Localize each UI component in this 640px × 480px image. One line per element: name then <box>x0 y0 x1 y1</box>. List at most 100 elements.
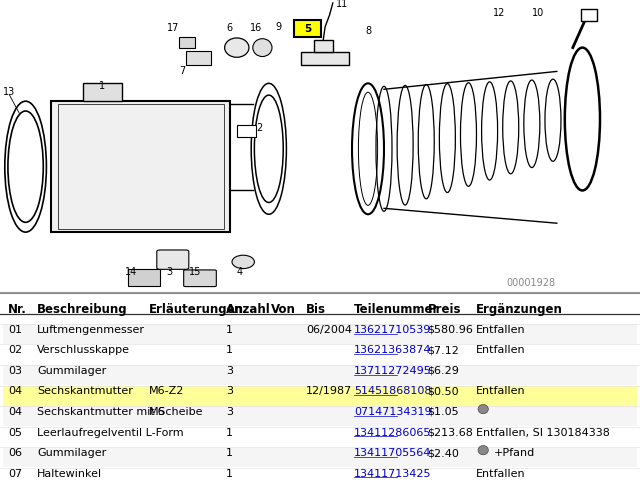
Text: 13411713425: 13411713425 <box>354 468 431 479</box>
Text: Haltewinkel: Haltewinkel <box>37 468 102 479</box>
Text: Gummilager: Gummilager <box>37 448 106 458</box>
Text: Preis: Preis <box>428 303 461 316</box>
Text: Beschreibung: Beschreibung <box>37 303 128 316</box>
Text: Entfallen: Entfallen <box>476 325 525 335</box>
Text: Erläuterungen: Erläuterungen <box>149 303 244 316</box>
Text: 1: 1 <box>226 468 233 479</box>
Ellipse shape <box>478 445 488 455</box>
Bar <box>3 304 637 324</box>
Text: 13411286065: 13411286065 <box>354 428 431 437</box>
Text: M6: M6 <box>149 407 166 417</box>
Text: 1: 1 <box>99 81 106 91</box>
Text: Bis: Bis <box>306 303 326 316</box>
Text: 3: 3 <box>226 366 233 376</box>
Bar <box>179 37 195 48</box>
Text: 00001928: 00001928 <box>507 278 556 288</box>
Text: Anzahl: Anzahl <box>226 303 271 316</box>
Text: 1: 1 <box>226 345 233 355</box>
Text: 01: 01 <box>8 325 22 335</box>
Text: 13711272495: 13711272495 <box>354 366 431 376</box>
Text: 4: 4 <box>237 267 243 277</box>
Text: 06/2004: 06/2004 <box>306 325 352 335</box>
Text: Teilenummer: Teilenummer <box>354 303 439 316</box>
Bar <box>186 50 211 65</box>
Text: 05: 05 <box>8 428 22 437</box>
Text: 6: 6 <box>226 23 232 33</box>
Text: 12: 12 <box>493 8 506 18</box>
FancyBboxPatch shape <box>184 270 216 287</box>
Text: Entfallen: Entfallen <box>476 386 525 396</box>
Ellipse shape <box>225 38 249 57</box>
Text: Entfallen: Entfallen <box>476 345 525 355</box>
Text: 7: 7 <box>179 66 186 76</box>
Text: 1: 1 <box>226 448 233 458</box>
Bar <box>58 104 224 229</box>
Text: 51451868108: 51451868108 <box>354 386 431 396</box>
Text: 03: 03 <box>8 366 22 376</box>
Text: 13621710539: 13621710539 <box>354 325 431 335</box>
Bar <box>3 365 637 385</box>
Text: 13621363874: 13621363874 <box>354 345 431 355</box>
Text: 8: 8 <box>365 26 371 36</box>
Text: +Pfand: +Pfand <box>493 448 534 458</box>
Text: $2.40: $2.40 <box>428 448 460 458</box>
Text: 2: 2 <box>256 123 262 133</box>
Text: 07147134319: 07147134319 <box>354 407 431 417</box>
Text: Leerlaufregelventil L-Form: Leerlaufregelventil L-Form <box>37 428 184 437</box>
Text: 9: 9 <box>275 22 282 32</box>
Text: Entfallen: Entfallen <box>476 468 525 479</box>
Text: 13: 13 <box>3 87 15 97</box>
Text: Gummilager: Gummilager <box>37 366 106 376</box>
Text: $0.50: $0.50 <box>428 386 459 396</box>
Text: 17: 17 <box>166 23 179 33</box>
Text: 06: 06 <box>8 448 22 458</box>
Bar <box>3 447 637 468</box>
Text: 04: 04 <box>8 407 22 417</box>
Bar <box>3 345 637 365</box>
Text: 1: 1 <box>226 428 233 437</box>
Bar <box>314 40 333 52</box>
Bar <box>3 386 637 406</box>
Text: 04: 04 <box>8 386 22 396</box>
Bar <box>301 52 349 65</box>
Text: 15: 15 <box>189 267 202 277</box>
Text: Sechskantmutter: Sechskantmutter <box>37 386 133 396</box>
Text: M6-Z2: M6-Z2 <box>149 386 184 396</box>
Text: 16: 16 <box>250 23 262 33</box>
Ellipse shape <box>478 405 488 414</box>
Text: 07: 07 <box>8 468 22 479</box>
Text: $6.29: $6.29 <box>428 366 460 376</box>
Bar <box>581 9 597 21</box>
Text: Von: Von <box>271 303 296 316</box>
Text: $213.68: $213.68 <box>428 428 474 437</box>
Text: Entfallen, SI 130184338: Entfallen, SI 130184338 <box>476 428 609 437</box>
Ellipse shape <box>253 39 272 57</box>
Text: Ergänzungen: Ergänzungen <box>476 303 563 316</box>
Text: 5: 5 <box>304 24 312 34</box>
Text: $580.96: $580.96 <box>428 325 474 335</box>
Text: 3: 3 <box>166 267 173 277</box>
Bar <box>128 269 160 286</box>
Bar <box>3 407 637 426</box>
Text: Luftmengenmesser: Luftmengenmesser <box>37 325 145 335</box>
Text: Verschlusskappe: Verschlusskappe <box>37 345 130 355</box>
Bar <box>3 324 637 344</box>
Text: 10: 10 <box>531 8 544 18</box>
Text: 14: 14 <box>125 267 138 277</box>
FancyBboxPatch shape <box>294 20 321 37</box>
Bar <box>237 125 256 137</box>
Text: Nr.: Nr. <box>8 303 27 316</box>
Bar <box>51 101 230 232</box>
Text: 3: 3 <box>226 386 233 396</box>
Bar <box>3 427 637 447</box>
Text: Sechskantmutter mit Scheibe: Sechskantmutter mit Scheibe <box>37 407 203 417</box>
Ellipse shape <box>232 255 254 269</box>
Text: 12/1987: 12/1987 <box>306 386 352 396</box>
FancyBboxPatch shape <box>157 250 189 269</box>
Text: $1.05: $1.05 <box>428 407 459 417</box>
Text: 11: 11 <box>336 0 349 10</box>
Text: $7.12: $7.12 <box>428 345 460 355</box>
Text: 13411705564: 13411705564 <box>354 448 431 458</box>
Text: 02: 02 <box>8 345 22 355</box>
Bar <box>83 84 122 101</box>
